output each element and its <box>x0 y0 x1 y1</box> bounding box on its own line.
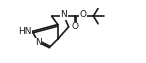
Text: N: N <box>35 38 42 47</box>
Text: O: O <box>80 10 87 19</box>
Text: O: O <box>71 22 78 31</box>
Text: HN: HN <box>18 27 31 36</box>
Text: N: N <box>61 10 67 19</box>
